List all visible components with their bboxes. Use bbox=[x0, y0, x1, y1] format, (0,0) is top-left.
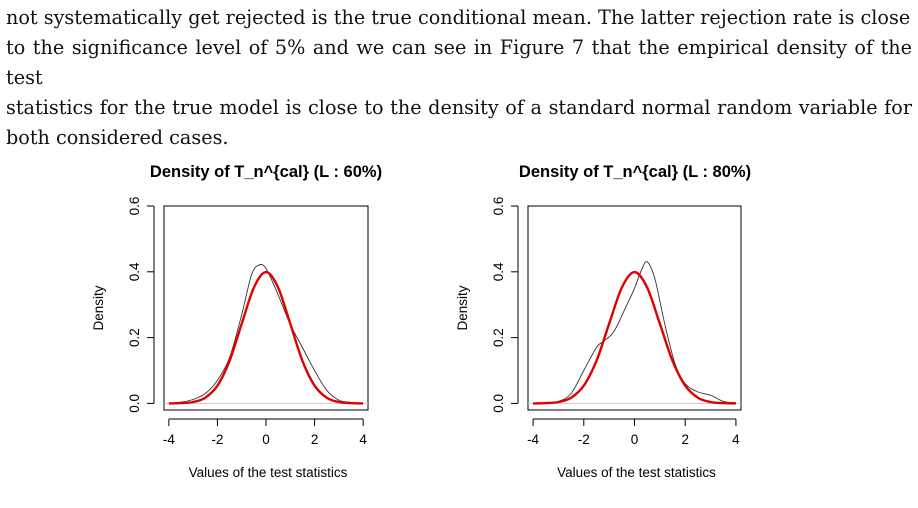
chart2-x-tick-label: 2 bbox=[681, 432, 689, 447]
paragraph-line: both considered cases. bbox=[6, 126, 229, 149]
chart2-plot-frame bbox=[527, 205, 742, 411]
chart2-x-axis-label: Values of the test statistics bbox=[557, 465, 716, 480]
chart1-x-tick-label: 2 bbox=[311, 432, 319, 447]
chart2-y-tick-label: 0.0 bbox=[491, 394, 506, 413]
chart2-x-tick-label: 0 bbox=[631, 432, 639, 447]
chart2-y-tick-label: 0.2 bbox=[491, 328, 506, 347]
chart2-x-tick-label: 4 bbox=[732, 432, 740, 447]
chart1-y-tick-label: 0.0 bbox=[127, 394, 142, 413]
chart1-normal-density-line bbox=[168, 270, 364, 405]
chart2-empirical-density-line bbox=[533, 261, 736, 404]
chart1-plot-frame bbox=[163, 205, 369, 411]
chart2-title: Density of T_n^{cal} (L : 80%) bbox=[519, 163, 751, 181]
chart2-y-tick-label: 0.4 bbox=[491, 262, 506, 281]
body-paragraph: not systematically get rejected is the t… bbox=[6, 3, 912, 153]
chart1-y-tick-label: 0.2 bbox=[127, 328, 142, 347]
chart2-y-tick-label: 0.6 bbox=[491, 197, 506, 216]
chart1-y-axis-label: Density bbox=[91, 285, 106, 330]
next-paragraph-cropped bbox=[0, 497, 918, 508]
chart1-x-tick-label: -4 bbox=[163, 432, 175, 447]
chart1-x-tick-label: 4 bbox=[359, 432, 367, 447]
chart2-normal-density-line bbox=[533, 270, 736, 405]
chart2-x-tick-label: -4 bbox=[527, 432, 539, 447]
chart1-x-tick-label: -2 bbox=[211, 432, 223, 447]
paragraph-line: statistics for the true model is close t… bbox=[6, 96, 912, 119]
chart2-x-tick-label: -2 bbox=[578, 432, 590, 447]
chart1-title: Density of T_n^{cal} (L : 60%) bbox=[150, 163, 382, 181]
paragraph-line: not systematically get rejected is the t… bbox=[6, 6, 911, 29]
chart2-y-axis-label: Density bbox=[455, 285, 470, 330]
chart1-y-tick-label: 0.6 bbox=[127, 197, 142, 216]
chart1-empirical-density-line bbox=[168, 264, 364, 404]
paragraph-line: to the significance level of 5% and we c… bbox=[6, 36, 912, 89]
chart1-x-axis-label: Values of the test statistics bbox=[189, 465, 348, 480]
chart1-x-tick-label: 0 bbox=[262, 432, 270, 447]
chart1-y-tick-label: 0.4 bbox=[127, 262, 142, 281]
